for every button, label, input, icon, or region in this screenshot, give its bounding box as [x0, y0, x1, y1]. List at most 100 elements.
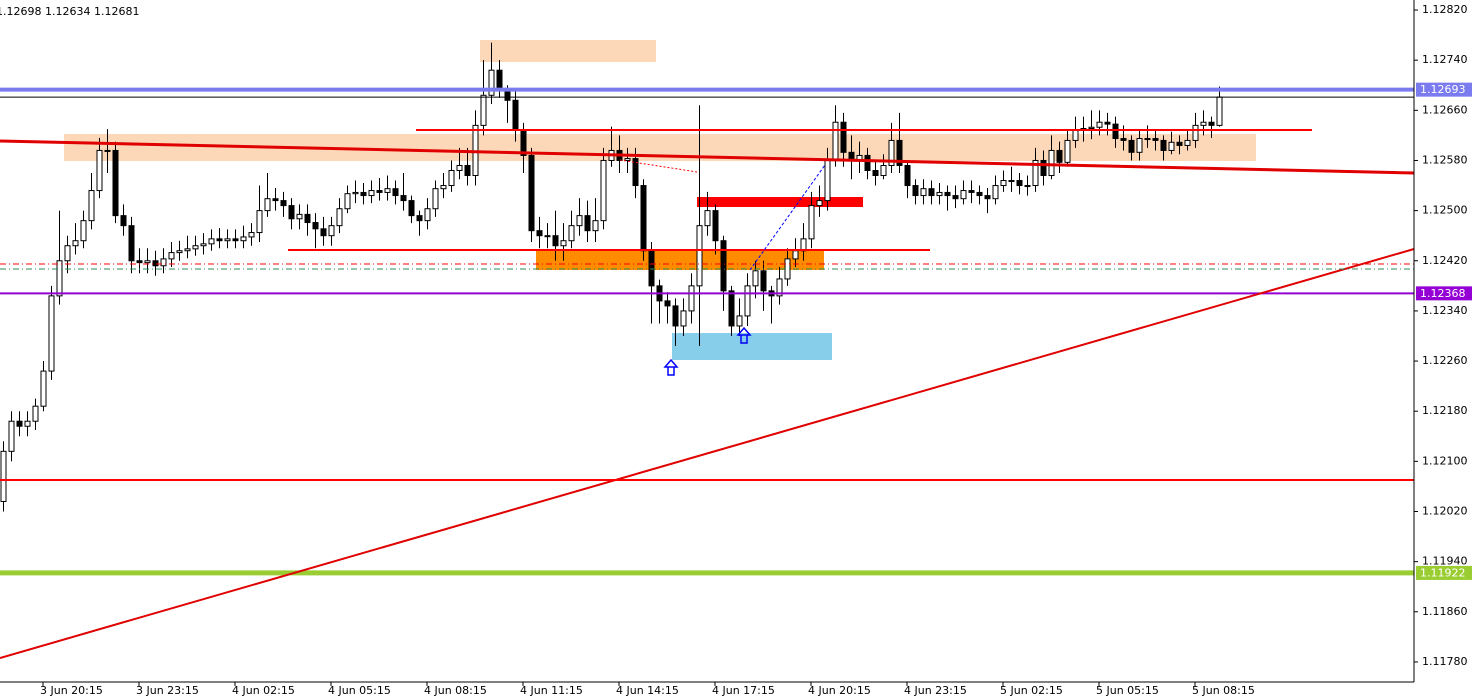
candle-body	[1048, 149, 1055, 177]
candle-body	[128, 225, 135, 262]
x-tick-label: 4 Jun 05:15	[328, 684, 391, 696]
candle-body	[664, 300, 671, 307]
candle-body	[816, 200, 823, 207]
drawings	[0, 129, 1415, 659]
y-tick-label: 1.12660	[1422, 103, 1468, 116]
x-tick-label: 4 Jun 11:15	[520, 684, 583, 696]
candle-body	[424, 208, 431, 222]
candle-body	[1056, 149, 1063, 163]
x-tick-label: 3 Jun 20:15	[40, 684, 103, 696]
level-label: 1.12693	[1420, 83, 1466, 96]
candle-body	[56, 260, 63, 297]
x-tick-label: 5 Jun 08:15	[1192, 684, 1255, 696]
candle-body	[1064, 139, 1071, 163]
candle-body	[680, 310, 687, 327]
axis-panel	[0, 682, 1478, 696]
candle-body	[832, 121, 839, 161]
candle-body	[40, 370, 47, 407]
candle-body	[504, 89, 511, 101]
candle-body	[1216, 96, 1223, 126]
candle-body	[200, 243, 207, 247]
y-tick-label: 1.11940	[1422, 555, 1468, 568]
candle-body	[688, 285, 695, 312]
candle-body	[536, 230, 543, 237]
x-tick-label: 4 Jun 08:15	[424, 684, 487, 696]
candle-body	[432, 188, 439, 210]
candle-body	[400, 195, 407, 202]
demand-zone	[536, 250, 824, 270]
axis-panel	[1414, 0, 1478, 696]
demand-zone	[672, 333, 832, 360]
candle-body	[0, 450, 7, 502]
candle-body	[144, 260, 151, 264]
candle-body	[176, 250, 183, 254]
x-tick-label: 4 Jun 17:15	[712, 684, 775, 696]
candle-body	[440, 185, 447, 190]
candle-body	[712, 210, 719, 242]
candle-body	[1088, 126, 1095, 130]
candle-body	[448, 170, 455, 187]
candle-body	[368, 190, 375, 197]
level-label-box	[1416, 82, 1472, 97]
candle-body	[304, 213, 311, 224]
candle-body	[336, 208, 343, 227]
candle-body	[224, 238, 231, 242]
y-tick-label: 1.12260	[1422, 354, 1468, 367]
candle-body	[592, 220, 599, 232]
candle-body	[944, 191, 951, 197]
candle-body	[840, 121, 847, 153]
candle-body	[408, 200, 415, 217]
candle-body	[1032, 159, 1039, 187]
candle-body	[728, 290, 735, 327]
candle-body	[280, 200, 287, 207]
candle-body	[800, 238, 807, 252]
candle-body	[1000, 180, 1007, 187]
candle-body	[456, 164, 463, 171]
candle-body	[496, 69, 503, 91]
candle-body	[1040, 159, 1047, 177]
candle-body	[928, 188, 935, 197]
candle-body	[32, 405, 39, 422]
x-tick-label: 4 Jun 23:15	[904, 684, 967, 696]
level-label: 1.12368	[1420, 287, 1466, 300]
x-tick-label: 4 Jun 02:15	[232, 684, 295, 696]
candle-body	[344, 193, 351, 210]
candle-body	[600, 159, 607, 222]
candle-body	[296, 213, 303, 220]
candle-body	[736, 315, 743, 327]
levels	[0, 87, 1414, 576]
candle-body	[312, 222, 319, 230]
candle-body	[624, 158, 631, 161]
y-tick-label: 1.12740	[1422, 53, 1468, 66]
candle-body	[632, 158, 639, 187]
candle-body	[872, 170, 879, 177]
candle-body	[1184, 139, 1191, 146]
candle-body	[392, 188, 399, 197]
trend-line	[0, 139, 1415, 175]
candle-body	[464, 164, 471, 177]
candle-body	[160, 258, 167, 267]
candle-body	[776, 278, 783, 297]
candle-body	[208, 238, 215, 245]
dotted-line	[619, 159, 698, 173]
candle-body	[1128, 139, 1135, 153]
resistance-zone	[697, 197, 863, 207]
candle-body	[256, 210, 263, 234]
candle-body	[1024, 185, 1031, 188]
y-tick-label: 1.12580	[1422, 153, 1468, 166]
candle-body	[16, 420, 23, 427]
y-tick-label: 1.12020	[1422, 505, 1468, 518]
up-arrow	[736, 326, 752, 344]
candle-body	[152, 260, 159, 267]
candle-body	[1008, 180, 1015, 183]
candle-body	[1096, 121, 1103, 128]
candle-body	[376, 190, 383, 193]
candle-body	[720, 240, 727, 292]
candle-body	[136, 260, 143, 264]
level-label: 1.11922	[1420, 566, 1466, 579]
dotted-line	[749, 164, 826, 271]
candle-body	[416, 215, 423, 222]
candle-body	[864, 154, 871, 172]
candle-body	[584, 215, 591, 232]
candle-body	[648, 250, 655, 287]
